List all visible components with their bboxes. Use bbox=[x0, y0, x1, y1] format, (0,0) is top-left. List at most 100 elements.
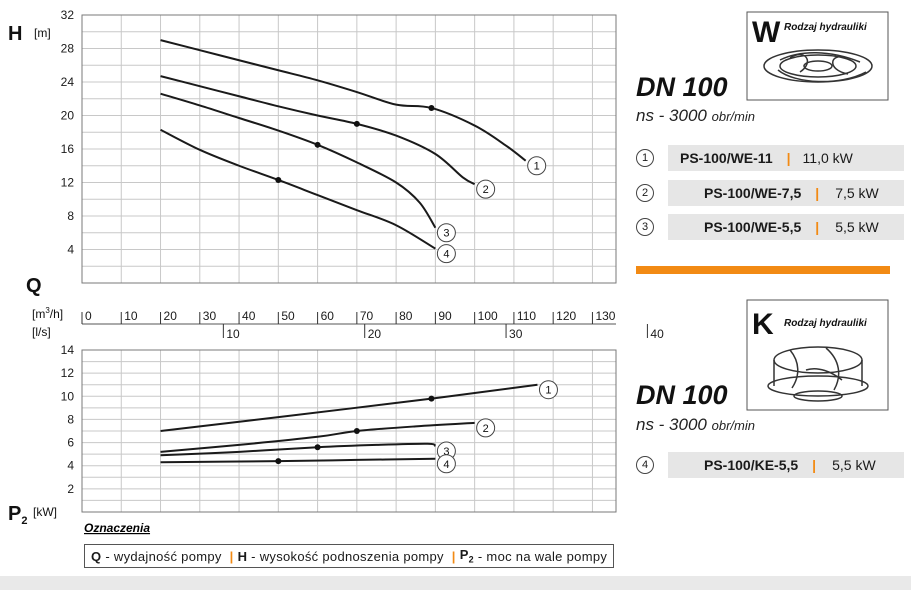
dn-w-title: DN 100 bbox=[636, 72, 728, 102]
head-y-tick-label: 4 bbox=[67, 243, 74, 257]
head-y-tick-label: 8 bbox=[67, 209, 74, 223]
q-m3h-tick-label: 10 bbox=[124, 309, 138, 323]
model-name-2: PS-100/WE-7,5 bbox=[704, 185, 802, 201]
q-m3h-tick-label: 110 bbox=[517, 309, 536, 323]
head-chart-frame bbox=[81, 14, 617, 284]
hydraulic-k-label: Rodzaj hydrauliki bbox=[784, 318, 867, 329]
head-grid bbox=[82, 15, 616, 283]
model-name-4: PS-100/KE-5,5 bbox=[704, 457, 799, 473]
q-ls-tick-label: 20 bbox=[368, 327, 382, 341]
q-unit-m3h: [m3/h] bbox=[32, 306, 63, 321]
legend-q-text: - wydajność pompy bbox=[101, 548, 226, 564]
model-power-4: 5,5 kW bbox=[832, 457, 876, 473]
dn-k-title: DN 100 bbox=[636, 380, 728, 410]
legend-separator-1: | bbox=[229, 548, 234, 564]
model-separator-1: | bbox=[786, 150, 791, 166]
q-m3h-tick-label: 30 bbox=[203, 309, 217, 323]
power-curve-label-4: 4 bbox=[443, 459, 449, 471]
q-axis-symbol: Q bbox=[26, 275, 42, 297]
power-axis-unit: [kW] bbox=[33, 505, 57, 519]
head-y-tick-label: 20 bbox=[61, 109, 75, 123]
head-marker-3 bbox=[314, 141, 321, 148]
power-curve-label-3: 3 bbox=[443, 446, 449, 458]
head-axis-symbol: H bbox=[8, 23, 22, 45]
model-power-1: 11,0 kW bbox=[802, 150, 853, 166]
head-y-tick-label: 12 bbox=[61, 176, 75, 190]
head-marker-1 bbox=[428, 104, 435, 111]
legend-h-key: H bbox=[237, 548, 248, 564]
power-marker-2 bbox=[353, 428, 360, 434]
head-curve-label-circle-2 bbox=[476, 179, 496, 199]
q-m3h-tick-label: 20 bbox=[164, 309, 178, 323]
legend-p-key: P2 bbox=[459, 547, 474, 565]
head-curve-label-1: 1 bbox=[534, 161, 540, 173]
hydraulic-w-label: Rodzaj hydrauliki bbox=[784, 22, 867, 33]
q-m3h-tick-label: 120 bbox=[556, 309, 576, 323]
power-curve-label-circle-2 bbox=[476, 418, 496, 438]
power-y-tick-label: 12 bbox=[61, 366, 75, 380]
head-curve-label-circle-4 bbox=[436, 244, 456, 264]
power-y-tick-label: 8 bbox=[67, 412, 74, 426]
model-power-2: 7,5 kW bbox=[835, 185, 879, 201]
q-ls-tick-label: 30 bbox=[509, 327, 523, 341]
head-curve-label-circle-3 bbox=[436, 223, 456, 243]
legend-separator-2: | bbox=[451, 548, 456, 564]
power-curve-1 bbox=[160, 383, 538, 432]
q-m3h-tick-label: 90 bbox=[438, 309, 452, 323]
power-y-ticks: 2 4 6 8 10 12 14 bbox=[61, 343, 75, 496]
model-separator-2: | bbox=[815, 185, 820, 201]
hydraulic-w-box: W Rodzaj hydrauliki bbox=[746, 11, 889, 101]
legend-box: Q - wydajność pompy | H - wysokość podno… bbox=[84, 544, 615, 568]
head-y-tick-label: 24 bbox=[61, 75, 75, 89]
head-marker-2 bbox=[353, 120, 360, 127]
impeller-k-icon bbox=[767, 346, 869, 402]
q-m3h-tick-label: 80 bbox=[399, 309, 413, 323]
model-row-3: 3 PS-100/WE-5,5 | 5,5 kW bbox=[636, 214, 904, 240]
head-marker-4 bbox=[275, 176, 282, 183]
model-box-2: PS-100/WE-7,5 | 7,5 kW bbox=[668, 180, 904, 206]
head-curves: 1 2 3 4 bbox=[160, 39, 547, 264]
head-curve-1 bbox=[160, 39, 527, 162]
model-box-4: PS-100/KE-5,5 | 5,5 kW bbox=[668, 452, 904, 478]
model-row-2: 2 PS-100/WE-7,5 | 7,5 kW bbox=[636, 180, 904, 206]
model-number-4: 4 bbox=[636, 456, 654, 474]
model-number-1: 1 bbox=[636, 149, 654, 167]
power-y-tick-label: 10 bbox=[61, 389, 75, 403]
power-grid bbox=[82, 350, 616, 512]
head-y-ticks: 4 8 12 16 20 24 28 32 bbox=[61, 8, 75, 257]
power-marker-3 bbox=[314, 444, 321, 451]
q-m3h-tick-label: 40 bbox=[242, 309, 256, 323]
footer-band bbox=[0, 576, 911, 590]
legend-h-text: - wysokość podnoszenia pompy bbox=[247, 548, 448, 564]
power-marker-1 bbox=[428, 395, 435, 402]
model-row-4: 4 PS-100/KE-5,5 | 5,5 kW bbox=[636, 452, 904, 478]
head-y-tick-label: 28 bbox=[61, 42, 75, 56]
q-unit-ls: [l/s] bbox=[32, 325, 51, 339]
model-row-1: 1 PS-100/WE-11 | 11,0 kW bbox=[636, 145, 904, 171]
model-number-2: 2 bbox=[636, 184, 654, 202]
head-curve-label-3: 3 bbox=[443, 228, 449, 240]
ns-w-text: ns - 3000 obr/min bbox=[636, 106, 755, 125]
power-marker-4 bbox=[275, 458, 282, 465]
q-m3h-tick-label: 60 bbox=[321, 309, 335, 323]
ns-k-text: ns - 3000 obr/min bbox=[636, 415, 755, 434]
power-curves: 1 2 34 bbox=[160, 380, 558, 474]
power-curve-label-circle-1 bbox=[538, 380, 558, 400]
q-m3h-tick-label: 0 bbox=[85, 309, 92, 323]
head-y-tick-label: 32 bbox=[61, 8, 75, 22]
model-number-3: 3 bbox=[636, 218, 654, 236]
power-chart-frame bbox=[81, 349, 617, 513]
model-separator-4: | bbox=[812, 457, 817, 473]
head-y-tick-label: 16 bbox=[61, 142, 75, 156]
q-m3h-tick-label: 130 bbox=[595, 309, 615, 323]
power-curve-label-1: 1 bbox=[545, 385, 551, 397]
head-curve-label-4: 4 bbox=[443, 249, 449, 261]
head-curve-2 bbox=[160, 75, 476, 186]
q-ls-tick-label: 40 bbox=[650, 327, 664, 341]
model-box-3: PS-100/WE-5,5 | 5,5 kW bbox=[668, 214, 904, 240]
head-curve-3 bbox=[160, 92, 437, 229]
power-y-tick-label: 2 bbox=[67, 482, 74, 496]
power-curve-3 bbox=[160, 442, 437, 457]
power-y-tick-label: 4 bbox=[67, 459, 74, 473]
